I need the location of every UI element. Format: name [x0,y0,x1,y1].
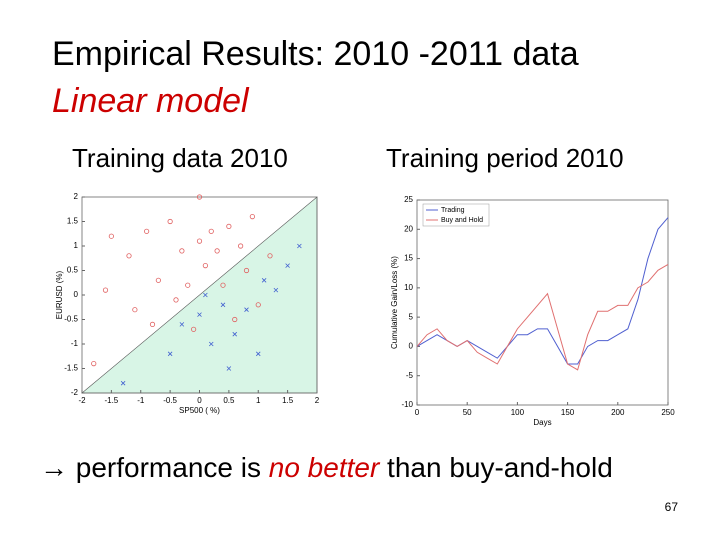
point [255,351,261,357]
x-axis-label: Days [533,418,551,427]
point [238,243,244,249]
x-tick-label: 50 [463,408,472,417]
point [149,321,156,327]
point [243,267,250,274]
point [255,302,261,308]
y-tick-label: -1.5 [64,364,78,373]
point [202,262,208,269]
legend-box [422,203,490,227]
x-tick-label: 2 [315,396,320,405]
point [232,316,238,323]
x-tick-label: -1.5 [104,396,118,405]
point [232,331,238,337]
point [179,322,185,327]
point [179,248,185,254]
x-tick-label: 0 [197,396,202,405]
point [267,253,273,259]
conclusion-part: → performance is [40,452,269,483]
page-number: 67 [665,500,679,514]
point [196,238,203,244]
legend-label: Trading [441,207,465,214]
y-tick-label: -10 [401,400,413,409]
caption: Training period 2010 [386,143,624,173]
point [203,292,208,298]
y-tick-label: 0 [74,290,79,299]
point [167,351,173,357]
x-tick-label: 150 [561,408,575,417]
point [167,218,173,225]
point [249,214,255,220]
x-tick-label: 250 [661,408,675,417]
point [226,223,232,229]
y-tick-label: -5 [406,371,414,380]
point [220,282,226,288]
point [261,278,267,283]
point [285,263,290,268]
y-axis-label: Cumulative Gain/Loss (%) [390,256,399,349]
point [132,307,138,313]
point [191,326,197,332]
y-tick-label: 1.5 [67,217,79,226]
y-axis-label: EURUSD (%) [55,270,64,319]
y-tick-label: 20 [404,224,413,233]
line [416,217,669,365]
point [102,287,109,293]
y-tick-label: 1 [74,241,79,250]
x-tick-label: -0.5 [163,396,177,405]
y-tick-label: 10 [404,283,413,292]
conclusion-part: than buy-and-hold [379,452,613,483]
point [214,248,220,254]
point [208,228,214,234]
point [173,297,179,303]
y-tick-label: 2 [74,192,79,201]
point [297,243,302,249]
x-tick-label: 0.5 [223,396,235,405]
y-tick-label: 25 [404,195,413,204]
y-tick-label: 0 [409,342,414,351]
y-tick-label: 0.5 [67,266,79,275]
point [196,194,203,200]
y-tick-label: -1 [71,339,79,348]
decision-region [81,196,318,394]
point [144,228,150,234]
plot-frame [416,199,669,406]
point [273,287,279,293]
point [220,302,226,308]
conclusion-emphasis: no better [269,452,381,483]
x-axis-label: SP500 ( %) [179,406,220,415]
point [185,282,191,288]
legend-label: Buy and Hold [441,217,483,224]
y-tick-label: 5 [409,312,414,321]
point [120,380,126,386]
point [91,360,97,367]
point [244,307,249,312]
x-tick-label: 100 [511,408,525,417]
point [226,366,232,371]
x-tick-label: 1.5 [282,396,294,405]
x-tick-label: -1 [137,396,145,405]
line [416,263,669,371]
y-tick-label: -0.5 [64,315,78,324]
caption: Training data 2010 [72,143,288,173]
point [155,277,161,283]
point [108,233,114,239]
slide-subtitle: Linear model [52,82,250,120]
y-tick-label: 15 [404,254,413,263]
x-tick-label: -2 [78,396,86,405]
point [197,312,202,317]
slide-title: Empirical Results: 2010 -2011 data [52,35,579,73]
point [126,253,132,259]
point [208,341,214,347]
x-tick-label: 1 [256,396,261,405]
conclusion: → performance is no better than buy-and-… [40,452,613,483]
x-tick-label: 200 [611,408,625,417]
x-tick-label: 0 [415,408,420,417]
y-tick-label: -2 [71,388,79,397]
